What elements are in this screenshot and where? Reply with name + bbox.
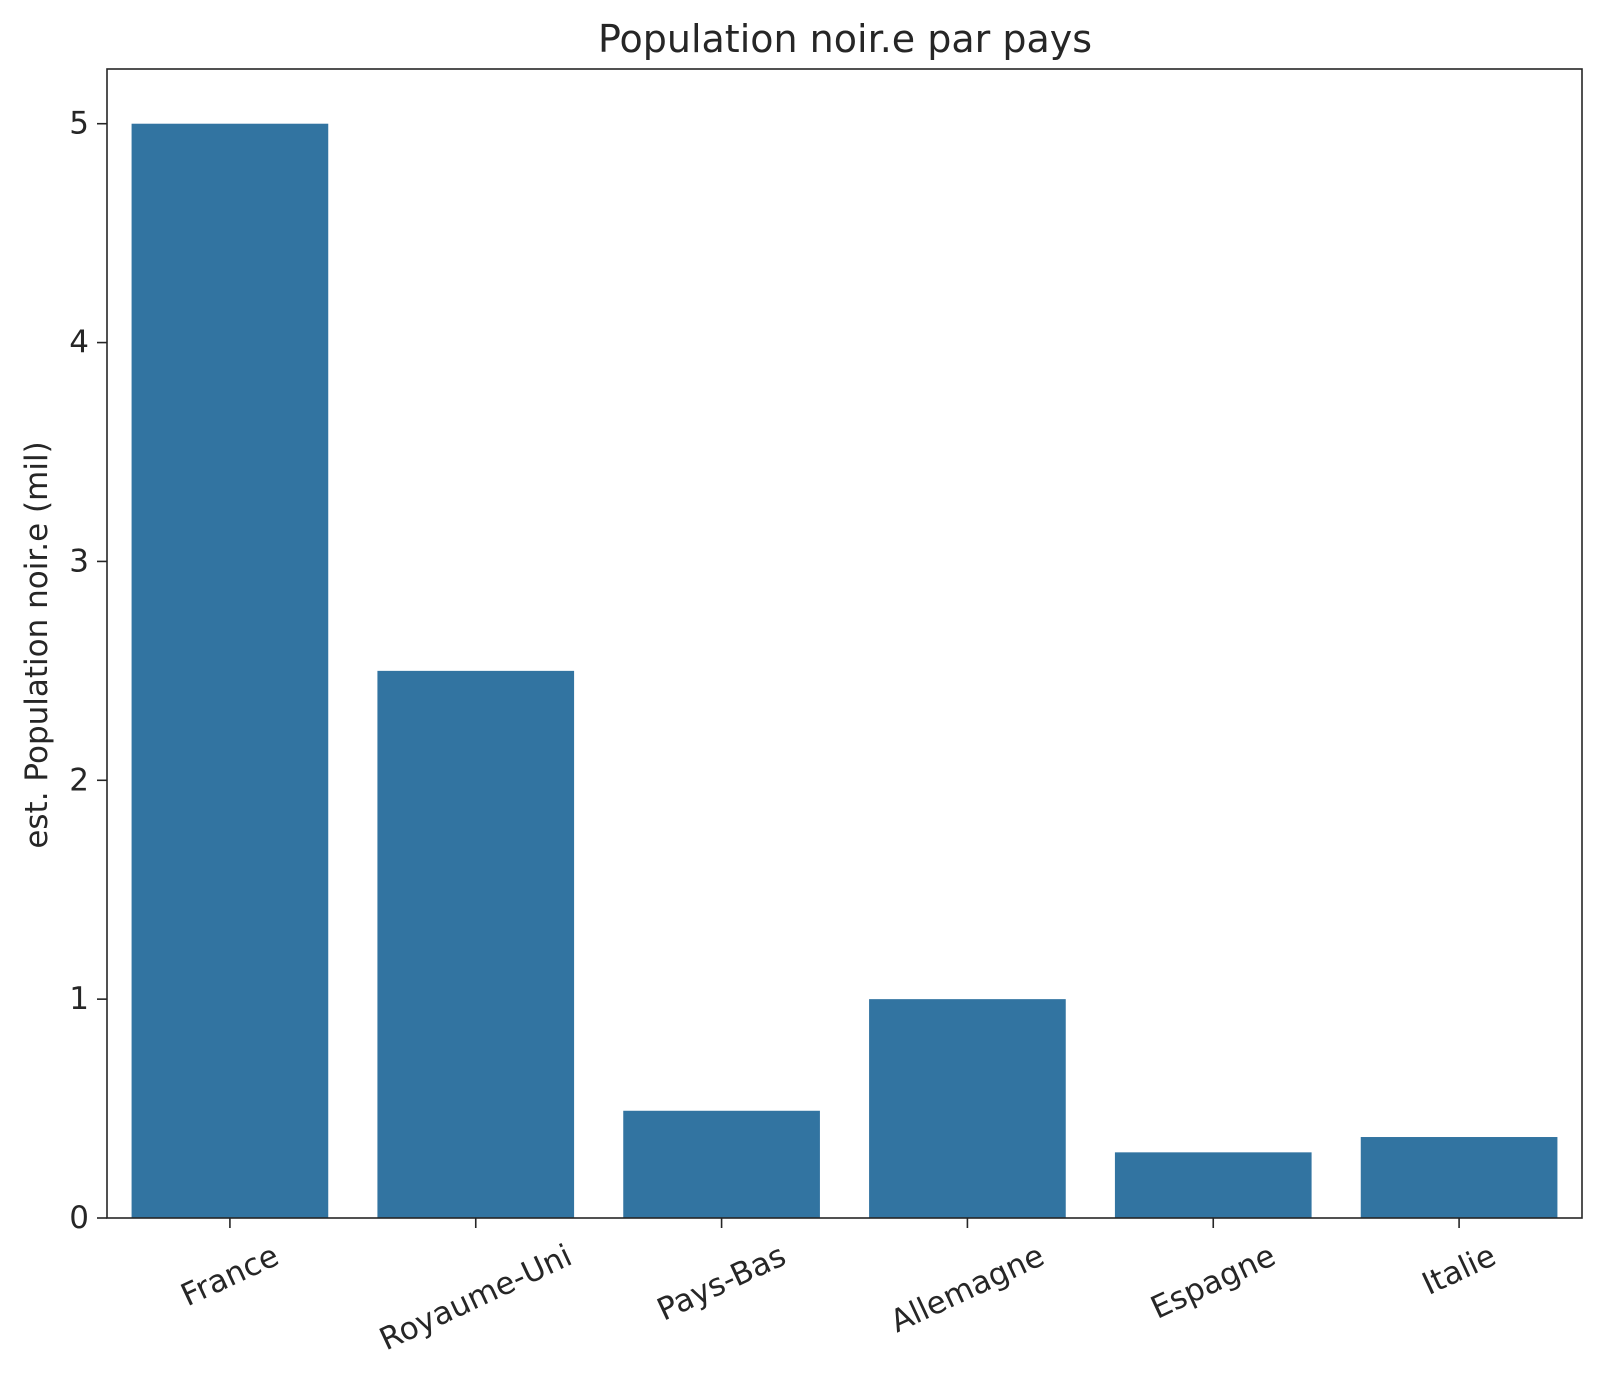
y-tick-label: 0 [69,1200,89,1236]
y-ticks-group: 0 1 2 3 4 5 [69,106,107,1236]
bar-royaume-uni [377,670,575,1218]
bar-france [131,123,329,1219]
y-tick-label: 2 [69,762,89,798]
y-tick-label: 1 [69,981,89,1017]
chart-title: Population noir.e par pays [598,17,1092,61]
bar-espagne [1114,1152,1312,1218]
y-tick-label: 5 [69,106,89,142]
plot-frame [106,68,1583,1219]
bar-italie [1360,1137,1558,1218]
y-tick-label: 3 [69,543,89,579]
bars-group [131,123,1558,1219]
y-tick-label: 4 [69,325,89,361]
bar-pays-bas [623,1110,820,1218]
y-axis-label: est. Population noir.e (mil) [19,441,55,848]
bar-allemagne [869,999,1066,1218]
